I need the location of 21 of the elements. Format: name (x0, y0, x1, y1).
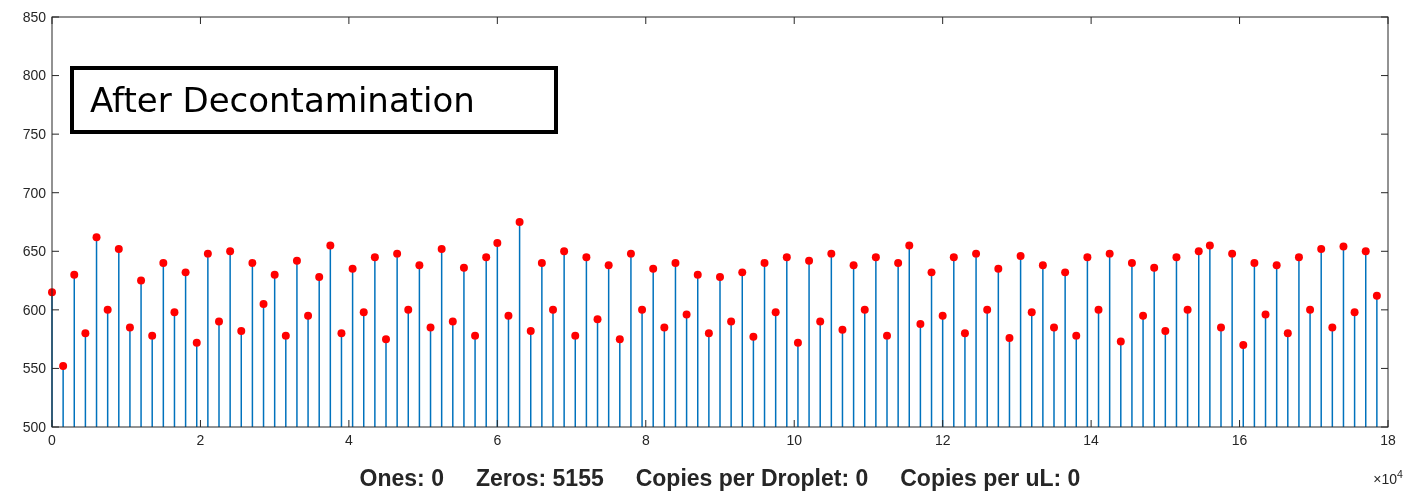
x-tick-label: 14 (1083, 432, 1100, 448)
x-tick-label: 16 (1231, 432, 1248, 448)
y-tick-label: 600 (22, 301, 47, 318)
annotation: After Decontamination (90, 79, 475, 120)
x-tick-label: 2 (196, 432, 205, 448)
y-tick-label: 800 (22, 67, 47, 84)
y-tick-label: 850 (22, 8, 47, 25)
y-tick-label: 550 (22, 360, 47, 377)
y-tick-label: 700 (22, 184, 47, 201)
x-tick-label: 12 (934, 432, 951, 448)
text: ×10$^{4}$ (1373, 468, 1403, 487)
x-axis-title: Ones: 0 Zeros: 5155 Copies per Droplet: 0 Copies per uL: 0 (359, 465, 1081, 491)
x-tick-label: 18 (1380, 432, 1396, 448)
x-tick-label: 10 (786, 432, 803, 448)
y-tick-label: 500 (22, 418, 47, 435)
x-tick-label: 4 (344, 432, 353, 448)
x-tick-label: 6 (493, 432, 502, 448)
x-tick-label: 0 (48, 432, 57, 448)
y-tick-label: 750 (22, 126, 47, 143)
x-tick-label: 8 (641, 432, 650, 448)
y-tick-label: 650 (22, 243, 47, 260)
